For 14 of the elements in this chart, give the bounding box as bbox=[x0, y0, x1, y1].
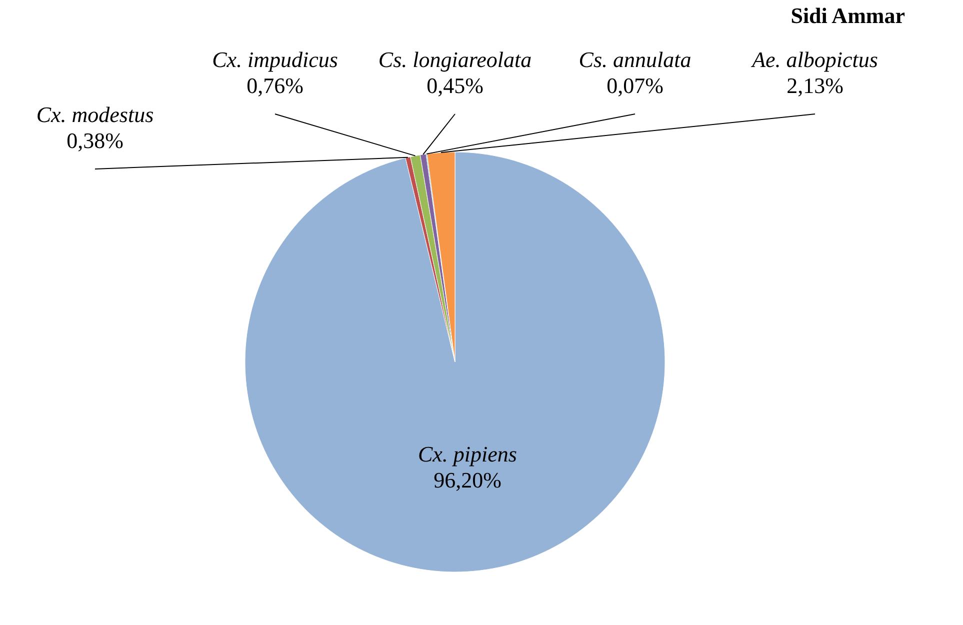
slice-label: Cx. impudicus bbox=[212, 47, 338, 72]
slice-label: Cs. annulata bbox=[578, 47, 692, 72]
data-label: 0,07% bbox=[606, 73, 664, 98]
chart-title: Sidi Ammar bbox=[790, 3, 906, 28]
data-label: 96,20% bbox=[434, 467, 502, 492]
data-label: 0,38% bbox=[66, 128, 124, 153]
data-label: 0,45% bbox=[426, 73, 484, 98]
slice-label: Cx. pipiens bbox=[418, 441, 517, 466]
slice-label: Cx. modestus bbox=[36, 102, 154, 127]
data-label: 2,13% bbox=[786, 73, 844, 98]
pie-slice bbox=[244, 152, 666, 572]
data-label: 0,76% bbox=[246, 73, 304, 98]
slice-label: Cs. longiareolata bbox=[378, 47, 532, 72]
slice-label: Ae. albopictus bbox=[750, 47, 878, 72]
